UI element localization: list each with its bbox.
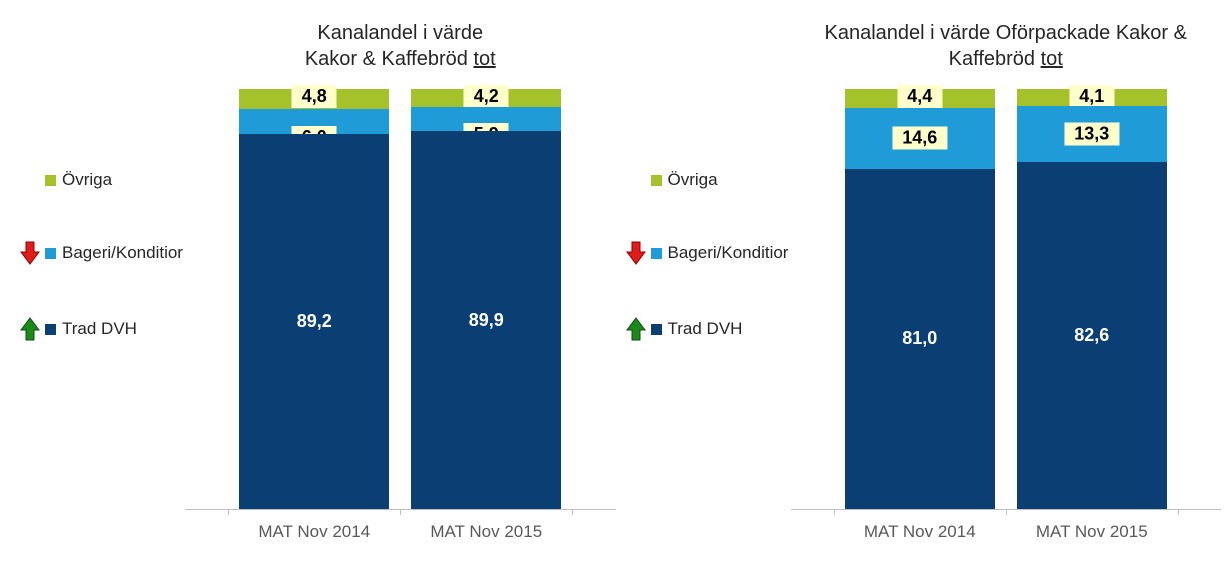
legend-item-trad: Trad DVH [651, 319, 743, 339]
value-label: 89,9 [469, 310, 504, 331]
bar: 4,1 13,3 82,6 [1017, 89, 1167, 509]
axis-tick [228, 509, 229, 515]
swatch-trad [45, 324, 56, 335]
swatch-bageri [45, 248, 56, 259]
arrow-down-icon [19, 240, 41, 266]
swatch-trad [651, 324, 662, 335]
swatch-ovriga [45, 175, 56, 186]
left-panel: Övriga Bageri/Konditior [10, 20, 616, 542]
segment-bageri: 5,9 [411, 107, 561, 132]
title-line: Kaffebröd [949, 48, 1041, 70]
plot-left: 4,86,0 89,2 4,25,9 89,9 [185, 90, 616, 510]
bar: 4,86,0 89,2 [239, 89, 389, 509]
title-line: Kanalandel i värde Oförpackade Kakor & [825, 22, 1187, 44]
segment-bageri: 6,0 [239, 109, 389, 134]
bar: 4,4 14,6 81,0 [845, 89, 995, 509]
arrow-up-icon [19, 316, 41, 342]
legend-label: Trad DVH [62, 319, 137, 339]
title-line: Kakor & Kaffebröd [305, 48, 474, 70]
segment-bageri: 13,3 [1017, 106, 1167, 162]
title-line: Kanalandel i värde [317, 22, 483, 44]
axis-tick [834, 509, 835, 515]
segment-ovriga: 4,1 [1017, 89, 1167, 106]
legend-label: Övriga [668, 170, 718, 190]
segment-trad: 82,6 [1017, 162, 1167, 509]
legend-item-bageri: Bageri/Konditior [45, 243, 183, 263]
right-panel: Övriga Bageri/Konditior [616, 20, 1222, 542]
title-underline: tot [473, 48, 495, 70]
bar: 4,25,9 89,9 [411, 89, 561, 509]
chart-container: Övriga Bageri/Konditior [10, 20, 1221, 542]
segment-trad: 81,0 [845, 169, 995, 509]
axis-tick [1178, 509, 1179, 515]
axis-tick [1006, 509, 1007, 515]
segment-trad: 89,2 [239, 134, 389, 509]
chart-title-left: Kanalandel i värde Kakor & Kaffebröd tot [185, 20, 616, 72]
legend-label: Övriga [62, 170, 112, 190]
right-chart: Kanalandel i värde Oförpackade Kakor & K… [791, 20, 1222, 542]
legend-item-bageri: Bageri/Konditior [651, 243, 789, 263]
value-label: 4,4 [897, 85, 942, 108]
value-label: 4,8 [292, 85, 337, 108]
value-label: 81,0 [902, 328, 937, 349]
legend-label: Bageri/Konditior [62, 243, 183, 263]
arrow-up-icon [625, 316, 647, 342]
x-axis-label: MAT Nov 2014 [239, 522, 389, 542]
segment-trad: 89,9 [411, 131, 561, 509]
arrow-down-icon [625, 240, 647, 266]
swatch-bageri [651, 248, 662, 259]
axis-tick [400, 509, 401, 515]
value-label: 4,1 [1069, 85, 1114, 108]
legend-left: Övriga Bageri/Konditior [10, 20, 185, 542]
title-underline: tot [1041, 48, 1063, 70]
legend-label: Bageri/Konditior [668, 243, 789, 263]
left-chart: Kanalandel i värde Kakor & Kaffebröd tot… [185, 20, 616, 542]
value-label: 14,6 [892, 127, 947, 150]
x-axis-label: MAT Nov 2014 [845, 522, 995, 542]
chart-title-right: Kanalandel i värde Oförpackade Kakor & K… [791, 20, 1222, 72]
legend-item-trad: Trad DVH [45, 319, 137, 339]
value-label: 89,2 [297, 311, 332, 332]
plot-right: 4,4 14,6 81,0 4,1 13,3 82,6 [791, 90, 1222, 510]
legend-right: Övriga Bageri/Konditior [616, 20, 791, 542]
legend-label: Trad DVH [668, 319, 743, 339]
legend-item-ovriga: Övriga [45, 170, 112, 190]
swatch-ovriga [651, 175, 662, 186]
value-label: 13,3 [1064, 123, 1119, 146]
value-label: 82,6 [1074, 325, 1109, 346]
x-axis-label: MAT Nov 2015 [411, 522, 561, 542]
legend-item-ovriga: Övriga [651, 170, 718, 190]
x-axis-label: MAT Nov 2015 [1017, 522, 1167, 542]
segment-ovriga: 4,2 [411, 89, 561, 107]
segment-bageri: 14,6 [845, 108, 995, 169]
segment-ovriga: 4,8 [239, 89, 389, 109]
segment-ovriga: 4,4 [845, 89, 995, 107]
axis-tick [572, 509, 573, 515]
value-label: 4,2 [464, 85, 509, 108]
